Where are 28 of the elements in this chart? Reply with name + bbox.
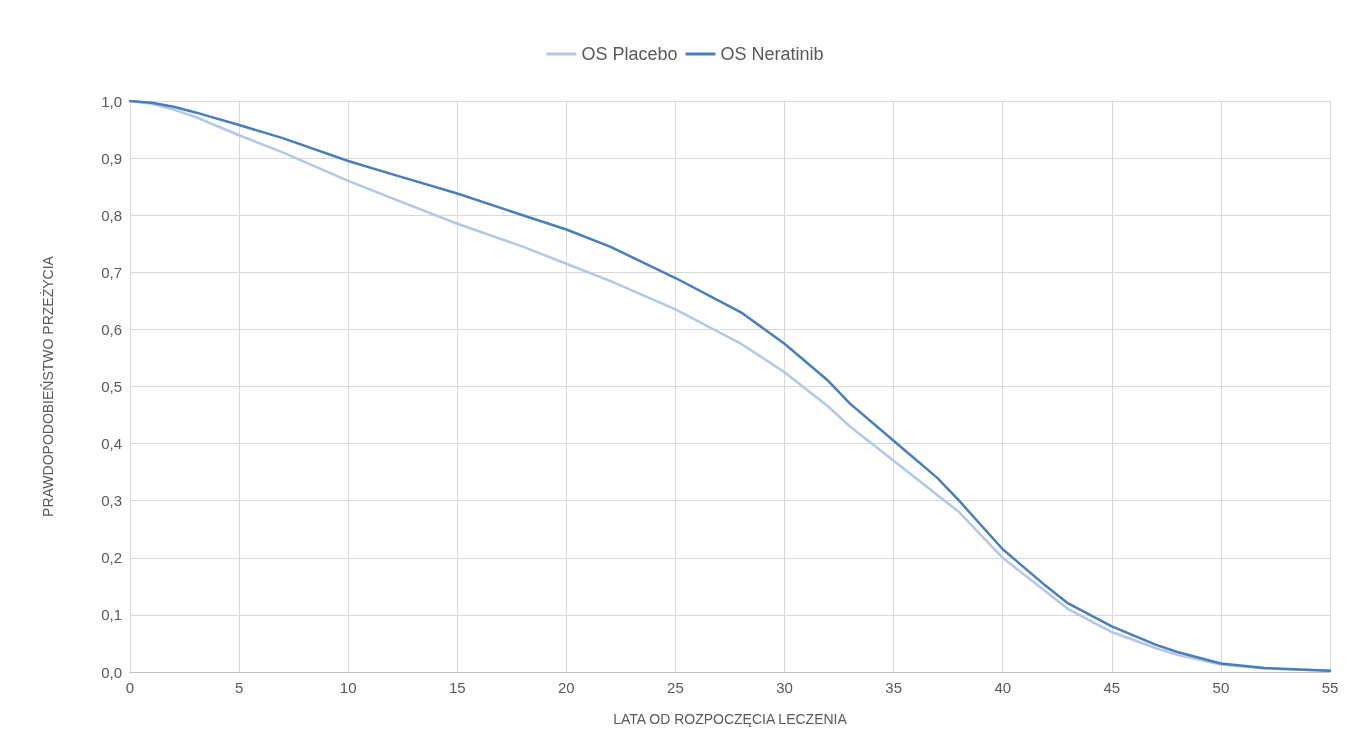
legend-label: OS Neratinib xyxy=(720,44,824,64)
x-tick-label: 30 xyxy=(776,679,793,696)
x-tick-label: 45 xyxy=(1103,679,1121,696)
x-tick-label: 10 xyxy=(339,679,357,696)
x-tick-label: 5 xyxy=(234,679,244,696)
line-series xyxy=(128,99,1332,673)
x-tick-label: 20 xyxy=(558,679,575,696)
y-tick-label: 0,1 xyxy=(101,606,122,624)
y-tick-label: 0,8 xyxy=(101,206,122,224)
y-tick-label: 0,2 xyxy=(101,549,122,567)
y-tick-label: 0,7 xyxy=(101,263,122,281)
legend-label: OS Placebo xyxy=(581,44,678,64)
x-tick-label: 15 xyxy=(448,679,466,696)
x-tick-label: 0 xyxy=(125,679,135,696)
y-tick-label: 0,4 xyxy=(101,435,122,453)
y-tick-label: 0,5 xyxy=(101,378,122,395)
y-tick-label: 0,0 xyxy=(101,663,122,681)
y-tick-label: 0,9 xyxy=(101,149,122,167)
x-tick-label: 25 xyxy=(667,679,684,696)
x-tick-label: 55 xyxy=(1321,679,1339,696)
y-tick-label: 1,0 xyxy=(101,92,122,110)
y-axis-title: PRAWDOPODOBIEŃSTWO PRZEŻYCIA xyxy=(39,255,56,517)
x-axis-title: LATA OD ROZPOCZĘCIA LECZENIA xyxy=(613,711,848,727)
x-tick-label: 50 xyxy=(1212,679,1230,696)
x-tick-label: 35 xyxy=(885,679,902,696)
y-tick-label: 0,3 xyxy=(101,492,122,510)
x-tick-label: 40 xyxy=(994,679,1012,696)
y-tick-label: 0,6 xyxy=(101,320,122,338)
